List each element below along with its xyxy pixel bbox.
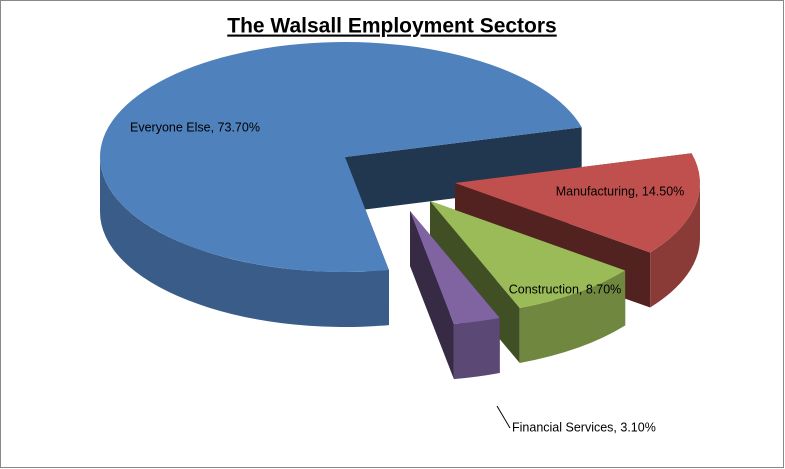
slice-wall (519, 270, 626, 364)
slice (410, 211, 500, 325)
slice-wall (100, 157, 389, 327)
data-label: Everyone Else, 73.70% (130, 120, 260, 134)
slice-wall (650, 183, 700, 308)
data-label: Construction, 8.70% (509, 282, 622, 296)
chart-title: The Walsall Employment Sectors (227, 15, 556, 38)
slice-side (345, 127, 582, 212)
slice-wall (453, 318, 500, 380)
slice (99, 41, 582, 273)
slice (430, 201, 626, 309)
slice-side (410, 211, 454, 380)
leader-line (496, 405, 511, 429)
labels: Everyone Else, 73.70% Manufacturing, 14.5… (130, 120, 684, 434)
data-label: Financial Services, 3.10% (512, 420, 656, 434)
slice (455, 153, 701, 253)
pie (99, 41, 701, 380)
data-label: Manufacturing, 14.50% (556, 184, 685, 198)
